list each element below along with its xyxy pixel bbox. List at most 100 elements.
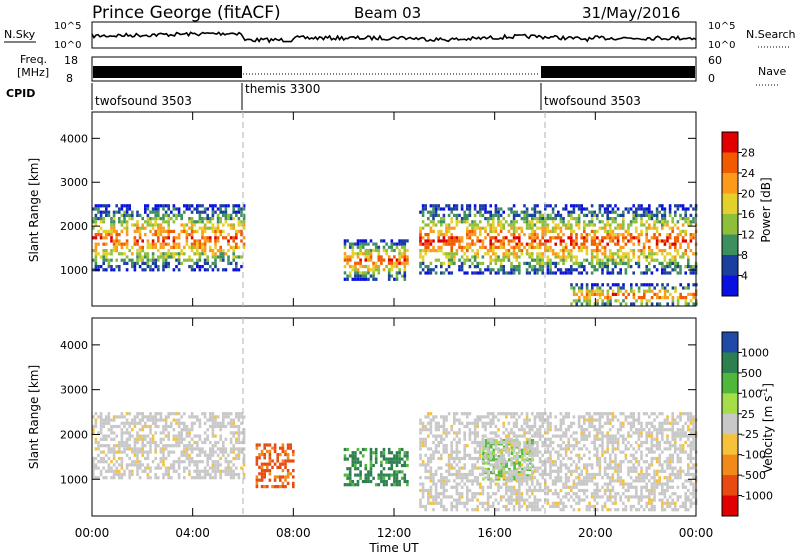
heatmap-cell [497, 223, 500, 227]
heatmap-cell [419, 271, 422, 275]
heatmap-cell [463, 447, 466, 451]
heatmap-cell [611, 485, 615, 489]
heatmap-cell [645, 412, 648, 416]
heatmap-cell [141, 261, 144, 265]
heatmap-cell [655, 207, 659, 211]
heatmap-cell [237, 440, 241, 445]
heatmap-cell [492, 421, 495, 425]
heatmap-cell [110, 428, 113, 432]
heatmap-cell [523, 460, 526, 464]
heatmap-cell [170, 245, 173, 249]
heatmap-cell [541, 469, 544, 473]
heatmap-cell [442, 213, 446, 217]
heatmap-cell [136, 255, 139, 259]
heatmap-cell [190, 460, 194, 464]
heatmap-cell [518, 479, 521, 483]
heatmap-cell [583, 428, 586, 432]
heatmap-cell [520, 424, 524, 429]
heatmap-cell [437, 479, 440, 483]
heatmap-cell [502, 476, 505, 480]
heatmap-cell [518, 249, 521, 253]
heatmap-cell [551, 460, 555, 464]
heatmap-cell [596, 283, 599, 287]
heatmap-cell [372, 268, 375, 272]
heatmap-cell [531, 447, 534, 451]
heatmap-cell [268, 472, 272, 476]
heatmap-cell [596, 261, 599, 265]
heatmap-cell [364, 463, 368, 468]
heatmap-cell [167, 229, 170, 233]
heatmap-cell [616, 447, 620, 451]
heatmap-cell [268, 459, 272, 463]
heatmap-cell [198, 418, 202, 422]
heatmap-cell [656, 296, 659, 300]
heatmap-cell [159, 255, 163, 259]
heatmap-cell [219, 447, 222, 451]
heatmap-cell [479, 268, 482, 272]
heatmap-cell [167, 207, 170, 211]
heatmap-cell [609, 498, 612, 502]
heatmap-cell [211, 268, 215, 272]
heatmap-cell [481, 466, 485, 470]
heatmap-cell [546, 255, 550, 259]
heatmap-cell [395, 460, 399, 464]
heatmap-cell [515, 252, 518, 256]
heatmap-cell [627, 252, 630, 256]
heatmap-cell [367, 476, 370, 480]
heatmap-cell [164, 428, 168, 432]
heatmap-cell [356, 239, 360, 243]
heatmap-cell [645, 434, 648, 438]
heatmap-cell [351, 255, 355, 259]
heatmap-cell [94, 213, 98, 217]
heatmap-cell [214, 450, 217, 454]
heatmap-cell [689, 204, 693, 208]
heatmap-cell [424, 508, 427, 512]
heatmap-cell [611, 450, 615, 454]
heatmap-cell [523, 434, 526, 438]
heatmap-cell [629, 485, 633, 489]
heatmap-cell [492, 448, 496, 452]
heatmap-cell [258, 472, 261, 476]
heatmap-cell [497, 220, 500, 224]
heatmap-cell [531, 434, 534, 438]
heatmap-cell [627, 495, 630, 499]
heatmap-cell [512, 223, 516, 227]
heatmap-cell [661, 283, 664, 287]
heatmap-cell [450, 508, 453, 512]
heatmap-cell [427, 223, 430, 227]
heatmap-cell [687, 258, 690, 262]
heatmap-cell [523, 421, 526, 425]
heatmap-cell [655, 242, 659, 246]
heatmap-cell [289, 446, 292, 450]
heatmap-cell [216, 239, 220, 243]
heatmap-cell [170, 252, 173, 256]
heatmap-cell [572, 261, 576, 265]
heatmap-cell [216, 268, 220, 272]
heatmap-cell [185, 447, 189, 451]
heatmap-cell [216, 421, 220, 425]
heatmap-cell [520, 412, 524, 416]
heatmap-cell [528, 458, 532, 462]
heatmap-cell [502, 504, 505, 509]
heatmap-cell [198, 239, 202, 243]
heatmap-cell [663, 242, 667, 246]
heatmap-cell [499, 261, 503, 265]
heatmap-cell [447, 456, 451, 461]
heatmap-cell [107, 265, 111, 269]
heatmap-cell [216, 466, 220, 470]
heatmap-cell [372, 463, 375, 468]
heatmap-cell [489, 482, 492, 486]
heatmap-cell [102, 437, 105, 441]
heatmap-cell [131, 261, 134, 265]
heatmap-cell [484, 467, 488, 471]
heatmap-cell [614, 492, 617, 496]
heatmap-cell [637, 476, 641, 480]
heatmap-cell [609, 302, 612, 306]
heatmap-cell [603, 482, 607, 486]
heatmap-cell [400, 476, 404, 480]
heatmap-cell [219, 463, 222, 467]
heatmap-cell [596, 302, 599, 306]
heatmap-cell [648, 249, 651, 253]
heatmap-cell [460, 261, 464, 265]
heatmap-cell [523, 204, 526, 208]
